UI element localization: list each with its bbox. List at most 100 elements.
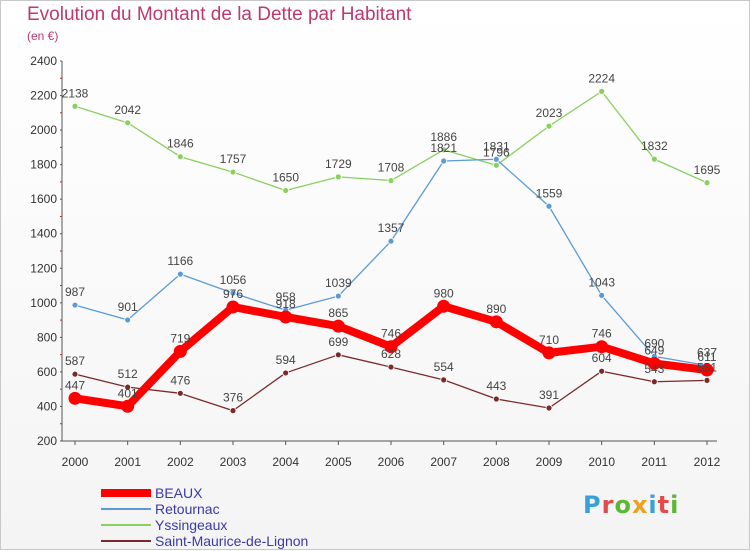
data-point-yssingeaux [282, 187, 290, 194]
x-tick-label: 2005 [325, 455, 352, 469]
data-point-yssingeaux [229, 168, 237, 176]
data-point-beaux [542, 346, 556, 360]
data-point-yssingeaux [334, 173, 342, 181]
y-tick-label: 400 [37, 399, 57, 413]
data-label-saint-maurice-de-lignon: 512 [118, 367, 138, 381]
y-tick-label: 1200 [30, 261, 57, 275]
y-tick-label: 2400 [30, 54, 57, 68]
data-label-beaux: 746 [381, 327, 401, 341]
data-label-yssingeaux: 1650 [272, 171, 299, 185]
data-point-beaux [437, 299, 451, 313]
legend: BEAUX Retournac Yssingeaux Saint-Maurice-de… [101, 485, 308, 549]
data-label-saint-maurice-de-lignon: 628 [381, 347, 401, 361]
data-label-beaux: 976 [223, 287, 243, 301]
data-point-beaux [384, 340, 398, 354]
data-point-beaux [121, 399, 135, 413]
data-point-beaux [173, 344, 187, 358]
data-point-retournac [124, 316, 132, 324]
y-tick-label: 2200 [30, 89, 57, 103]
data-point-yssingeaux [71, 102, 79, 110]
data-label-beaux: 865 [328, 306, 348, 320]
y-tick-label: 1000 [30, 296, 57, 310]
data-label-beaux: 890 [486, 302, 506, 316]
legend-item-saint-maurice-de-lignon: Saint-Maurice-de-Lignon [101, 533, 308, 549]
y-tick-label: 800 [37, 330, 57, 344]
data-point-yssingeaux [598, 88, 606, 95]
data-label-retournac: 1039 [325, 276, 352, 290]
data-point-yssingeaux [545, 122, 553, 130]
y-tick-label: 1800 [30, 158, 57, 172]
data-label-saint-maurice-de-lignon: 594 [276, 353, 296, 367]
data-point-yssingeaux [440, 146, 448, 154]
data-label-saint-maurice-de-lignon: 604 [592, 351, 612, 365]
y-tick-label: 2000 [30, 123, 57, 137]
data-label-yssingeaux: 1757 [220, 152, 247, 166]
data-point-retournac [229, 289, 237, 297]
data-label-yssingeaux: 1832 [641, 139, 668, 153]
data-point-retournac [598, 291, 606, 299]
data-label-saint-maurice-de-lignon: 551 [697, 360, 717, 374]
data-label-saint-maurice-de-lignon: 587 [65, 354, 85, 368]
chart-title: Evolution du Montant de la Dette par Hab… [27, 4, 412, 25]
data-point-yssingeaux [124, 119, 132, 127]
x-tick-label: 2010 [588, 455, 615, 469]
legend-item-yssingeaux: Yssingeaux [101, 517, 308, 533]
data-label-yssingeaux: 1729 [325, 157, 352, 171]
data-point-yssingeaux [387, 177, 395, 184]
data-label-beaux: 710 [539, 333, 559, 347]
data-label-retournac: 1559 [536, 186, 563, 200]
data-point-yssingeaux [703, 179, 711, 187]
data-point-beaux [226, 300, 240, 314]
x-tick-label: 2006 [378, 455, 405, 469]
data-label-retournac: 958 [276, 290, 296, 304]
data-point-beaux [279, 310, 293, 324]
x-tick-label: 2001 [114, 455, 141, 469]
x-tick-label: 2000 [62, 455, 89, 469]
y-tick-label: 600 [37, 365, 57, 379]
data-point-saint-maurice-de-lignon [176, 389, 184, 397]
data-label-yssingeaux: 1695 [694, 163, 721, 177]
data-label-saint-maurice-de-lignon: 699 [328, 335, 348, 349]
data-point-saint-maurice-de-lignon [229, 407, 237, 415]
legend-label: BEAUX [155, 485, 203, 501]
x-tick-label: 2008 [483, 455, 510, 469]
data-point-beaux [331, 319, 345, 333]
data-label-yssingeaux: 2224 [588, 71, 615, 85]
x-tick-label: 2002 [167, 455, 194, 469]
data-point-yssingeaux [650, 155, 658, 163]
data-point-retournac [440, 157, 448, 165]
data-label-saint-maurice-de-lignon: 554 [434, 360, 454, 374]
data-label-saint-maurice-de-lignon: 443 [486, 379, 506, 393]
x-tick-label: 2004 [272, 455, 299, 469]
data-point-beaux [489, 315, 503, 329]
chart-subtitle: (en €) [27, 29, 59, 43]
legend-item-retournac: Retournac [101, 501, 308, 517]
data-label-retournac: 1357 [378, 221, 405, 235]
legend-swatch [101, 489, 151, 497]
data-label-beaux: 611 [697, 350, 716, 364]
data-label-retournac: 1056 [220, 273, 247, 287]
legend-swatch [101, 540, 151, 542]
data-label-beaux: 401 [118, 386, 138, 400]
legend-item-beaux: BEAUX [101, 485, 308, 501]
data-point-saint-maurice-de-lignon [650, 378, 658, 386]
data-label-retournac: 1831 [483, 139, 510, 153]
data-label-retournac: 637 [697, 346, 717, 360]
data-point-saint-maurice-de-lignon [545, 404, 553, 412]
data-point-yssingeaux [176, 153, 184, 161]
legend-swatch [101, 524, 151, 526]
data-label-saint-maurice-de-lignon: 376 [223, 391, 243, 405]
data-point-beaux [647, 356, 661, 370]
data-point-saint-maurice-de-lignon [71, 370, 79, 378]
data-point-retournac [492, 155, 500, 163]
data-label-retournac: 1166 [167, 254, 193, 268]
x-tick-label: 2011 [641, 455, 667, 469]
data-point-beaux [700, 363, 714, 377]
data-label-retournac: 901 [118, 300, 138, 314]
data-point-saint-maurice-de-lignon [598, 367, 606, 375]
data-label-retournac: 1821 [430, 141, 457, 155]
data-point-retournac [545, 202, 553, 210]
data-label-yssingeaux: 1846 [167, 137, 194, 151]
data-point-retournac [176, 270, 184, 278]
